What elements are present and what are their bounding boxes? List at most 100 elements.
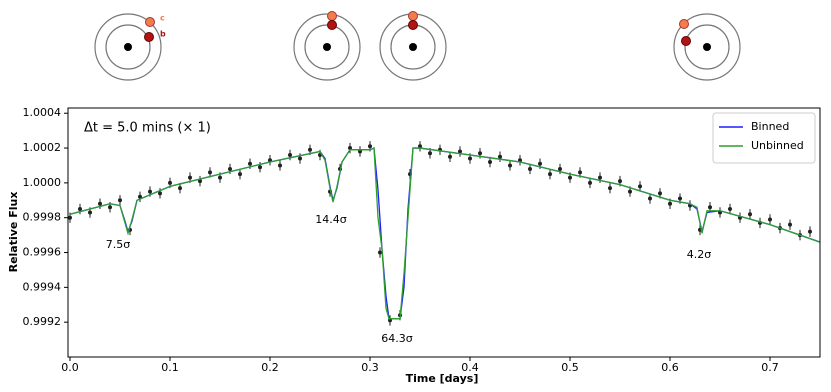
data-point: [668, 201, 672, 206]
planet: [408, 11, 418, 21]
data-point: [658, 191, 662, 196]
legend-label: Binned: [751, 120, 789, 133]
annotation: 14.4σ: [315, 213, 346, 226]
plot-area: [68, 141, 820, 326]
data-point: [648, 196, 652, 201]
data-point: [558, 166, 562, 171]
data-point: [678, 196, 682, 201]
planet: [144, 32, 154, 42]
data-point: [378, 250, 382, 255]
planet: [327, 11, 337, 21]
data-point: [708, 205, 712, 210]
data-point: [458, 149, 462, 154]
data-point: [288, 153, 292, 158]
data-point: [538, 161, 542, 166]
data-point: [98, 201, 102, 206]
data-point: [788, 222, 792, 227]
data-point: [628, 189, 632, 194]
x-tick-label: 0.4: [461, 361, 479, 374]
data-point: [808, 229, 812, 234]
orbit: [105, 24, 151, 70]
data-point: [568, 175, 572, 180]
data-point: [278, 163, 282, 168]
data-point: [108, 205, 112, 210]
x-tick-label: 0.3: [361, 361, 379, 374]
y-axis-label: Relative Flux: [7, 192, 20, 273]
y-tick-label: 1.0002: [23, 141, 62, 154]
planet: [679, 19, 689, 29]
y-tick-label: 0.9998: [23, 211, 62, 224]
orbit: [684, 24, 730, 70]
data-point: [158, 191, 162, 196]
star: [323, 43, 331, 51]
y-tick-label: 1.0000: [23, 176, 62, 189]
data-point: [768, 217, 772, 222]
orbit: [673, 13, 741, 81]
star: [409, 43, 417, 51]
data-point: [178, 186, 182, 191]
data-point: [208, 170, 212, 175]
data-point: [358, 149, 362, 154]
data-point: [238, 172, 242, 177]
data-point: [638, 184, 642, 189]
data-point: [228, 166, 232, 171]
data-point: [608, 186, 612, 191]
data-point: [498, 154, 502, 159]
y-tick-label: 1.0004: [23, 106, 62, 119]
annotation: 4.2σ: [687, 248, 711, 261]
data-point: [248, 161, 252, 166]
planet: [145, 17, 155, 27]
data-point: [428, 151, 432, 156]
data-point: [298, 156, 302, 161]
data-point: [388, 318, 392, 323]
data-point: [728, 206, 732, 211]
annotation: 64.3σ: [381, 332, 412, 345]
legend-box: [712, 112, 816, 164]
data-point: [368, 144, 372, 149]
data-point: [418, 144, 422, 149]
y-tick-label: 0.9992: [23, 315, 62, 328]
planet-label: b: [160, 30, 166, 39]
data-point: [88, 210, 92, 215]
x-tick-label: 0.2: [261, 361, 279, 374]
star: [703, 43, 711, 51]
data-point: [588, 180, 592, 185]
data-point: [618, 179, 622, 184]
orbit: [293, 13, 361, 81]
y-tick-label: 0.9996: [23, 246, 62, 259]
data-point: [748, 212, 752, 217]
planet: [327, 20, 337, 30]
x-axis-label: Time [days]: [406, 372, 479, 385]
x-tick-label: 0.6: [661, 361, 679, 374]
legend-label: Unbinned: [751, 139, 804, 152]
data-point: [348, 146, 352, 151]
data-point: [118, 198, 122, 203]
orbit-diagrams: c b: [94, 11, 741, 81]
data-point: [528, 166, 532, 171]
data-point: [548, 172, 552, 177]
annotation: Δt = 5.0 mins (× 1): [84, 121, 211, 136]
orbit: [94, 13, 162, 81]
planet: [681, 36, 691, 46]
data-point: [218, 175, 222, 180]
data-point: [488, 159, 492, 164]
data-point: [258, 165, 262, 170]
star: [124, 43, 132, 51]
plot-frame: [67, 107, 821, 358]
data-point: [138, 194, 142, 199]
data-point: [478, 151, 482, 156]
data-point: [468, 156, 472, 161]
data-point: [598, 175, 602, 180]
x-tick-label: 0.5: [561, 361, 579, 374]
series-line: [69, 147, 820, 320]
data-point: [148, 189, 152, 194]
data-point: [508, 163, 512, 168]
x-tick-label: 0.7: [761, 361, 779, 374]
annotation: 7.5σ: [106, 238, 130, 251]
planet: [408, 20, 418, 30]
data-point: [198, 179, 202, 184]
data-point: [78, 206, 82, 211]
series-line: [69, 147, 820, 320]
data-point: [168, 180, 172, 185]
